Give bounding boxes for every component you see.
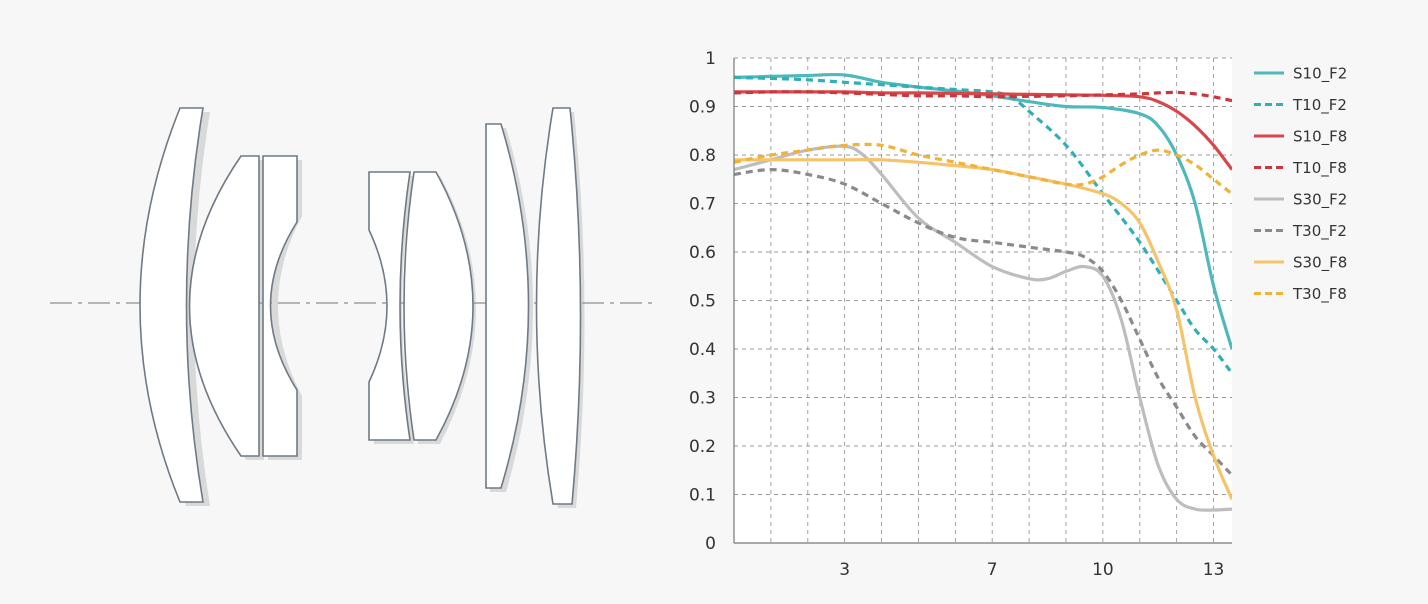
legend-label: S10_F2 bbox=[1293, 65, 1347, 84]
mtf-chart: 0 0.1 0.2 0.3 0.4 0.5 0.6 0.7 0.8 0.9 1 3 7 10 13 S10… bbox=[689, 49, 1347, 580]
y-tick-label: 0.8 bbox=[689, 146, 716, 166]
grid bbox=[734, 57, 1232, 543]
y-tick-label: 0.4 bbox=[689, 340, 716, 360]
legend-label: T10_F2 bbox=[1292, 96, 1347, 115]
y-tick-label: 0.5 bbox=[689, 292, 716, 312]
y-tick-label: 0 bbox=[705, 534, 716, 554]
legend-label: S30_F2 bbox=[1293, 191, 1347, 210]
y-tick-labels: 0 0.1 0.2 0.3 0.4 0.5 0.6 0.7 0.8 0.9 1 bbox=[689, 49, 716, 554]
legend-item-t30-f2: T30_F2 bbox=[1254, 222, 1347, 241]
series-line-t10-f8 bbox=[734, 90, 1232, 103]
legend-label: T10_F8 bbox=[1292, 159, 1347, 178]
y-tick-label: 0.2 bbox=[689, 437, 716, 457]
series-line-t30-f8 bbox=[734, 142, 1232, 196]
y-tick-label: 0.9 bbox=[689, 98, 716, 118]
legend-item-t10-f2: T10_F2 bbox=[1254, 96, 1347, 115]
x-tick-label: 13 bbox=[1203, 560, 1225, 580]
legend-item-s10-f2: S10_F2 bbox=[1254, 65, 1347, 84]
legend-label: T30_F8 bbox=[1292, 285, 1347, 304]
y-tick-label: 0.7 bbox=[689, 195, 716, 215]
element-4 bbox=[368, 171, 411, 441]
element-3 bbox=[262, 155, 298, 457]
x-tick-labels: 3 7 10 13 bbox=[839, 560, 1224, 580]
series-line-s30-f8 bbox=[734, 158, 1232, 501]
legend-item-s10-f8: S10_F8 bbox=[1254, 128, 1347, 147]
y-tick-label: 0.6 bbox=[689, 243, 716, 263]
series-line-t30-f2 bbox=[734, 168, 1232, 477]
element-7 bbox=[535, 107, 582, 505]
legend-item-s30-f2: S30_F2 bbox=[1254, 191, 1347, 210]
y-tick-label: 1 bbox=[705, 49, 716, 69]
x-tick-label: 7 bbox=[987, 560, 998, 580]
element-1 bbox=[139, 107, 204, 503]
x-tick-label: 10 bbox=[1092, 560, 1114, 580]
legend-label: S10_F8 bbox=[1293, 128, 1347, 147]
series-layer bbox=[734, 72, 1232, 512]
element-6 bbox=[485, 123, 530, 489]
legend-label: S30_F8 bbox=[1293, 254, 1347, 273]
legend-item-s30-f8: S30_F8 bbox=[1254, 254, 1347, 273]
element-2 bbox=[188, 155, 260, 457]
series-line-s10-f2 bbox=[734, 72, 1232, 350]
lens-diagram bbox=[50, 107, 656, 508]
y-tick-label: 0.1 bbox=[689, 486, 716, 506]
legend-item-t30-f8: T30_F8 bbox=[1254, 285, 1347, 304]
x-tick-label: 3 bbox=[839, 560, 850, 580]
series-line-s30-f2 bbox=[734, 144, 1232, 512]
element-5 bbox=[403, 171, 474, 441]
legend: S10_F2 T10_F2 S10_F8 T10_F8 S30_F2 T30_F2 S30_… bbox=[1254, 65, 1347, 304]
y-tick-label: 0.3 bbox=[689, 389, 716, 409]
legend-label: T30_F2 bbox=[1292, 222, 1347, 241]
legend-item-t10-f8: T10_F8 bbox=[1254, 159, 1347, 178]
